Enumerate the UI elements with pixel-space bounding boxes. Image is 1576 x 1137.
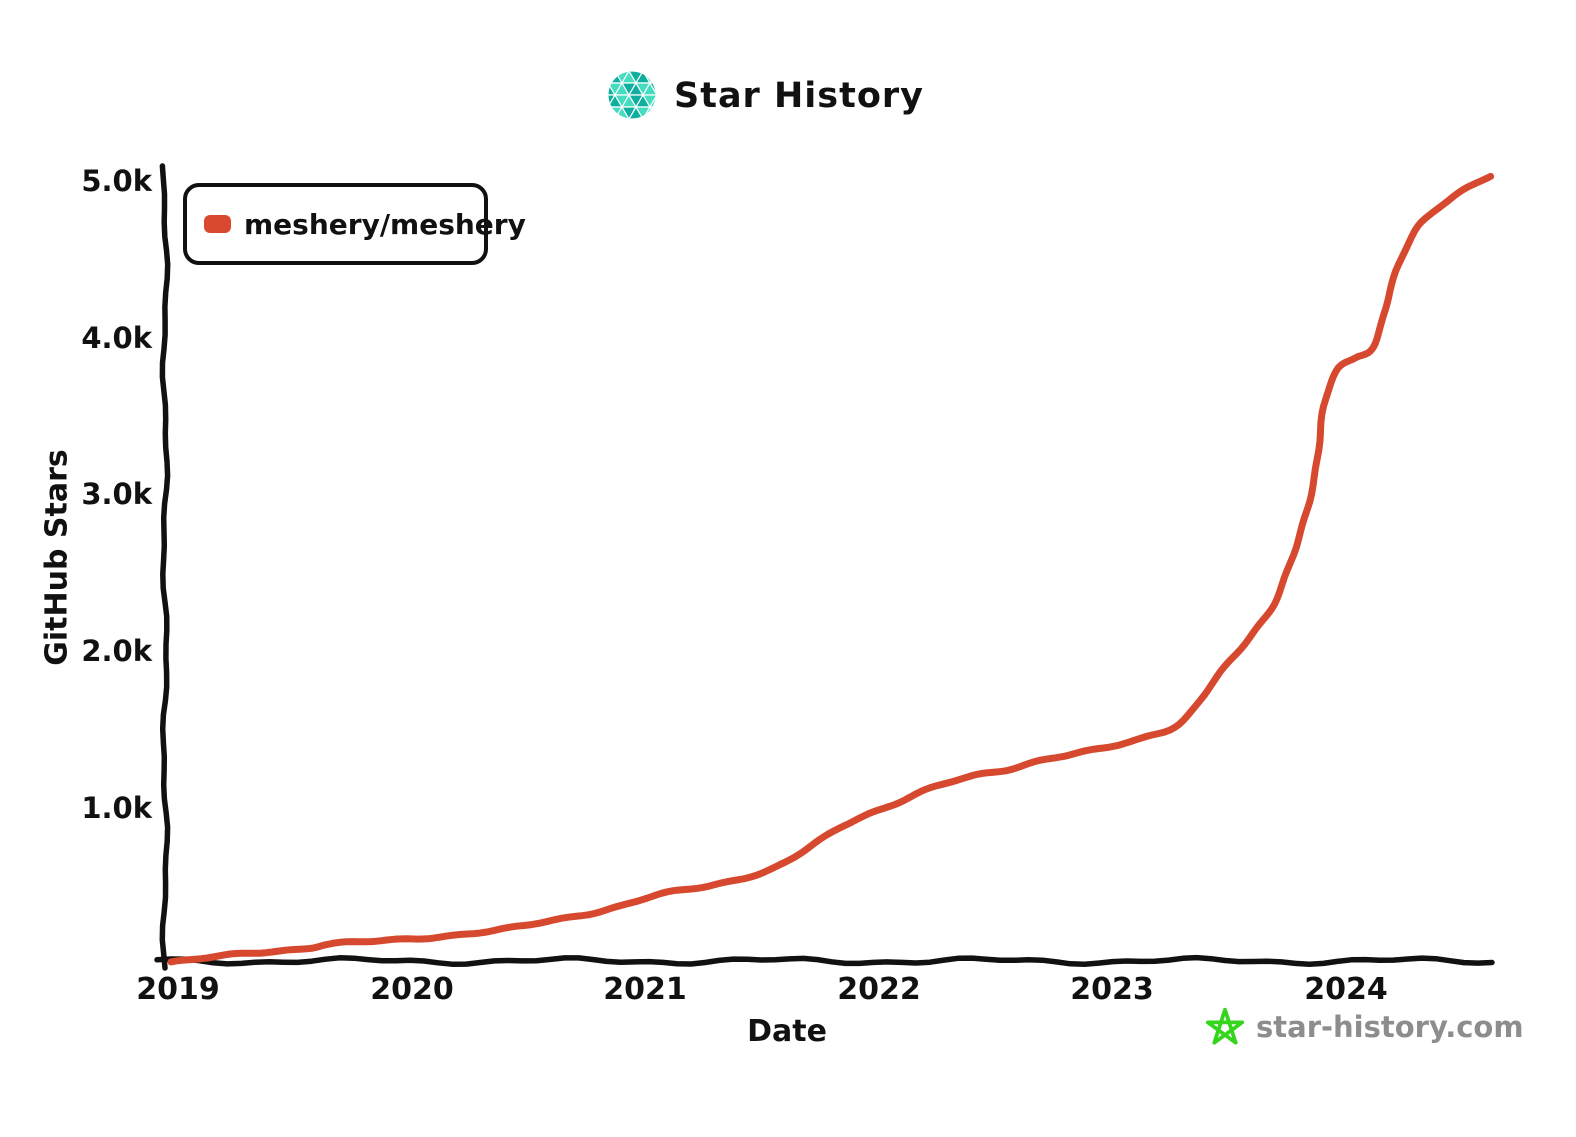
y-tick-label: 5.0k: [81, 164, 152, 198]
y-tick-label: 3.0k: [81, 477, 152, 511]
green-star-icon: [1205, 1007, 1245, 1045]
x-tick-label: 2019: [136, 972, 220, 1007]
legend-box: meshery/meshery: [183, 183, 526, 265]
series-line-meshery-meshery: [167, 172, 1495, 966]
x-tick-label: 2022: [837, 972, 921, 1007]
legend-series-marker: [204, 215, 231, 233]
x-tick-label: 2024: [1304, 972, 1388, 1007]
footer-site-link[interactable]: star-history.com: [1256, 1010, 1524, 1044]
x-tick-label: 2023: [1070, 972, 1154, 1007]
page-title: Star History: [674, 76, 924, 116]
x-tick-label: 2021: [603, 972, 687, 1007]
x-tick-label: 2020: [370, 972, 454, 1007]
y-tick-label: 1.0k: [81, 791, 152, 825]
x-axis-title: Date: [747, 1014, 827, 1049]
footer-watermark: star-history.com: [1204, 1006, 1524, 1048]
y-axis-line: [159, 163, 171, 971]
y-tick-label: 2.0k: [81, 634, 152, 668]
legend-series-label: meshery/meshery: [244, 207, 526, 241]
x-axis-line: [154, 954, 1495, 968]
y-axis-title: GitHub Stars: [39, 449, 75, 666]
star-history-logo-icon: [608, 71, 656, 119]
y-tick-label: 4.0k: [81, 321, 152, 355]
